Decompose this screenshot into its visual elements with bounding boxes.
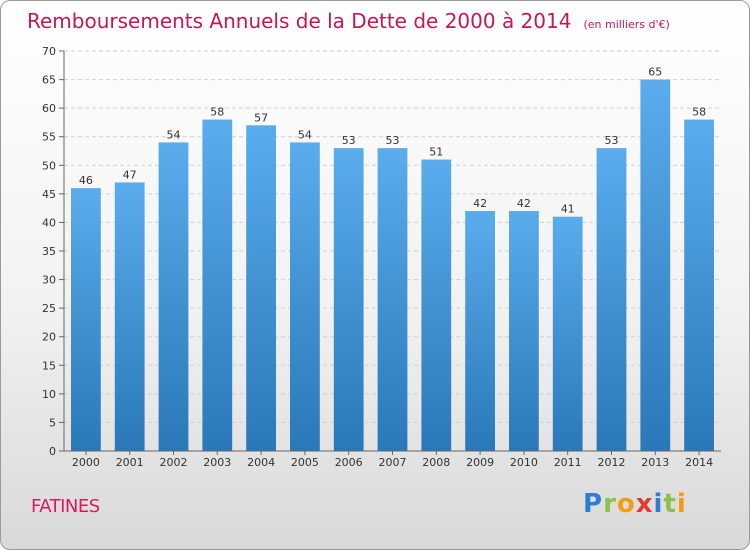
bar-2005 — [290, 142, 320, 451]
y-tick-label: 10 — [42, 388, 56, 401]
bar-2004 — [246, 125, 276, 452]
bar-value-label: 46 — [79, 174, 93, 187]
x-tick-label: 2008 — [422, 456, 450, 469]
bar-value-label: 51 — [429, 146, 443, 159]
x-tick-label: 2013 — [641, 456, 669, 469]
x-tick-label: 2001 — [116, 456, 144, 469]
bar-2003 — [202, 119, 233, 452]
y-tick-label: 5 — [49, 416, 56, 429]
bar-2002 — [158, 142, 189, 451]
bar-value-label: 58 — [692, 106, 706, 119]
bar-value-label: 47 — [123, 168, 137, 181]
x-tick-label: 2011 — [554, 456, 582, 469]
logo-letter: P — [583, 489, 604, 519]
bar-value-label: 54 — [167, 128, 181, 141]
y-tick-label: 35 — [42, 245, 56, 258]
bar-2011 — [552, 216, 583, 451]
x-tick-label: 2009 — [466, 456, 494, 469]
logo-letter: x — [635, 489, 654, 519]
y-tick-label: 45 — [42, 188, 56, 201]
logo-letter: i — [676, 489, 687, 519]
bar-2001 — [114, 182, 145, 451]
bar-value-label: 53 — [342, 134, 356, 147]
x-tick-label: 2010 — [510, 456, 538, 469]
y-tick-label: 55 — [42, 131, 56, 144]
chart-unit: (en milliers d'€) — [583, 18, 670, 31]
bar-2000 — [71, 188, 101, 451]
bar-value-label: 65 — [648, 66, 662, 79]
place-name: FATINES — [31, 496, 100, 517]
y-tick-label: 0 — [49, 445, 56, 458]
bar-value-label: 58 — [210, 106, 224, 119]
bar-value-label: 53 — [605, 134, 619, 147]
logo-letter: i — [653, 489, 664, 519]
bar-2007 — [377, 148, 408, 451]
bar-2010 — [509, 211, 539, 451]
x-tick-label: 2005 — [291, 456, 319, 469]
logo-letter: t — [663, 489, 677, 519]
x-tick-label: 2004 — [247, 456, 275, 469]
y-tick-label: 60 — [42, 102, 56, 115]
bar-2006 — [333, 148, 364, 451]
bar-2008 — [421, 159, 452, 452]
x-tick-label: 2003 — [203, 456, 231, 469]
y-tick-label: 25 — [42, 302, 56, 315]
y-tick-label: 15 — [42, 359, 56, 372]
x-tick-label: 2012 — [598, 456, 626, 469]
proxiti-logo: Proxiti — [583, 489, 687, 519]
bar-2012 — [596, 148, 627, 451]
logo-letter: o — [616, 489, 636, 519]
bar-value-label: 41 — [561, 203, 575, 216]
x-tick-label: 2000 — [72, 456, 100, 469]
bar-value-label: 53 — [386, 134, 400, 147]
logo-letter: r — [603, 489, 617, 519]
bar-value-label: 57 — [254, 111, 268, 124]
bar-2009 — [465, 211, 495, 451]
y-tick-label: 30 — [42, 274, 56, 287]
y-tick-label: 50 — [42, 159, 56, 172]
bar-value-label: 42 — [473, 197, 487, 210]
x-tick-label: 2002 — [160, 456, 188, 469]
x-tick-label: 2007 — [379, 456, 407, 469]
x-tick-label: 2014 — [685, 456, 713, 469]
y-tick-label: 70 — [42, 45, 56, 58]
bar-2014 — [684, 119, 714, 452]
bar-2013 — [640, 79, 671, 452]
y-tick-label: 20 — [42, 331, 56, 344]
y-tick-label: 65 — [42, 74, 56, 87]
chart-title-text: Remboursements Annuels de la Dette de 20… — [27, 9, 572, 33]
bar-value-label: 54 — [298, 128, 312, 141]
bar-value-label: 42 — [517, 197, 531, 210]
x-tick-label: 2006 — [335, 456, 363, 469]
y-tick-label: 40 — [42, 216, 56, 229]
chart-title: Remboursements Annuels de la Dette de 20… — [27, 9, 670, 33]
